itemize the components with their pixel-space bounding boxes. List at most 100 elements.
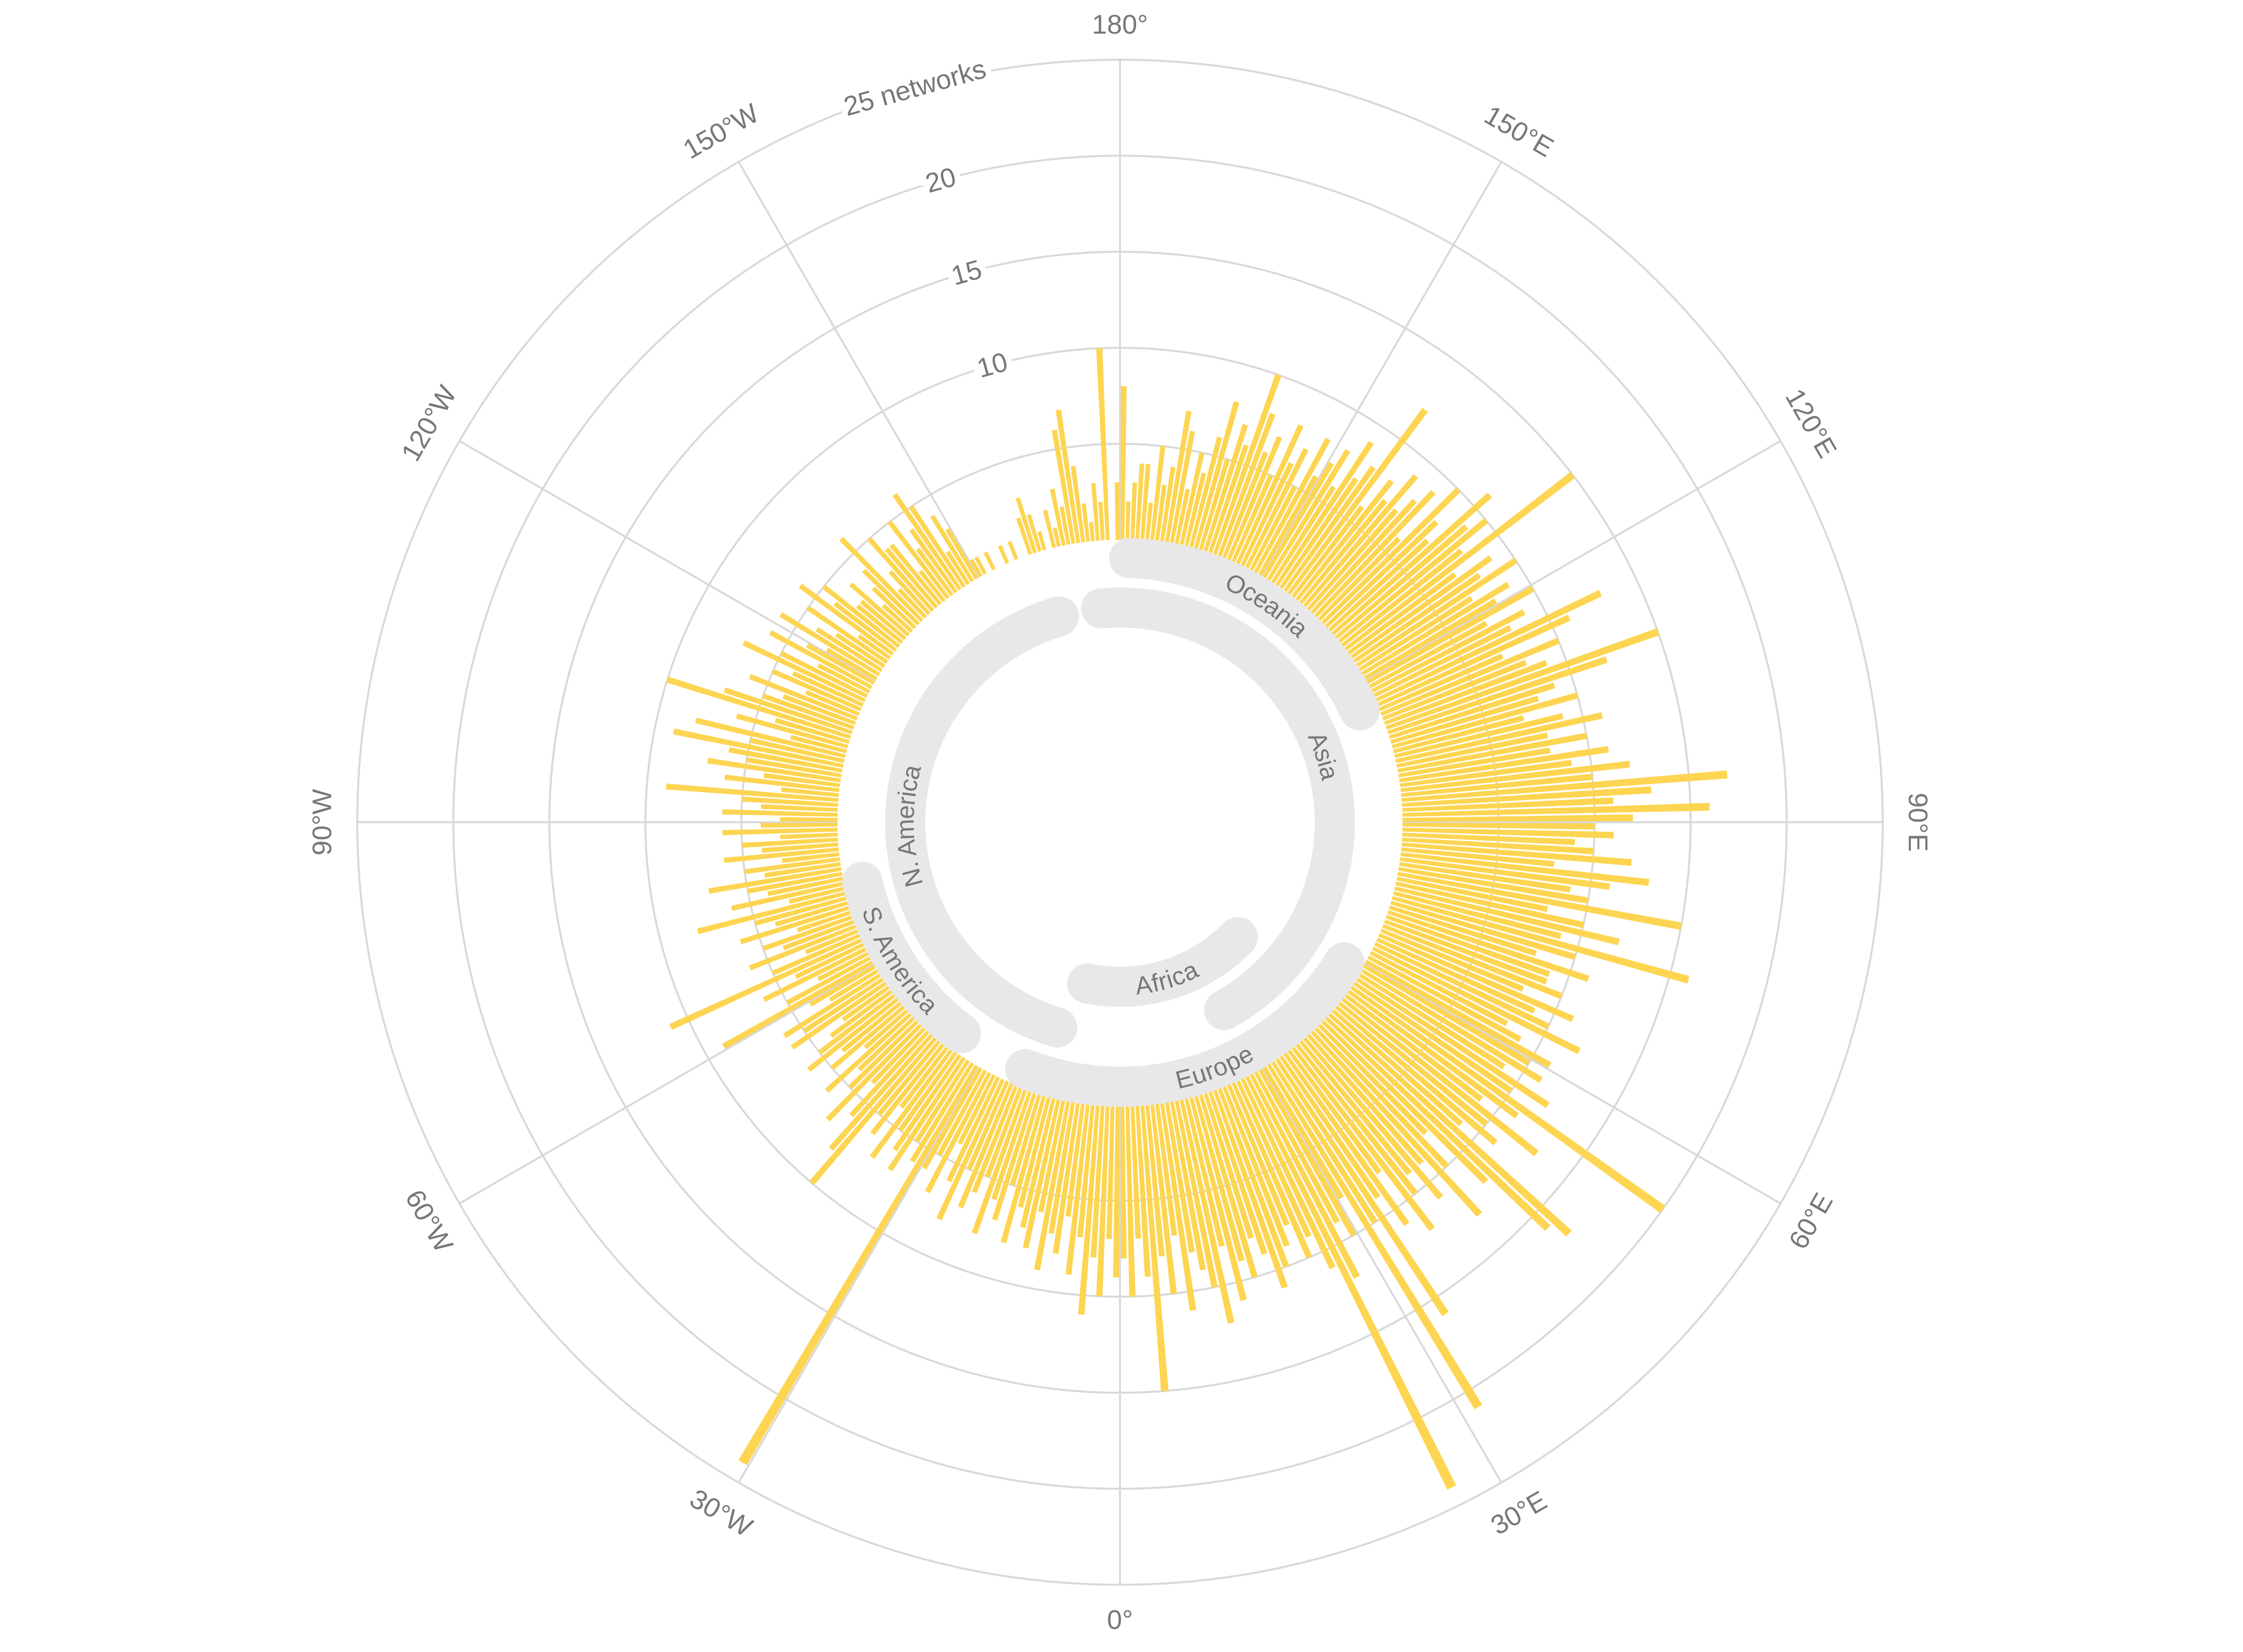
x-tick-label: 150°E [1479, 100, 1559, 163]
bar [1184, 1096, 1225, 1247]
bar [783, 972, 883, 1038]
bar [1290, 1045, 1435, 1232]
bar [830, 1004, 907, 1070]
bar [772, 933, 862, 976]
bar [1212, 374, 1282, 557]
bar [848, 1018, 920, 1090]
bar [892, 493, 962, 591]
bar [1235, 1078, 1312, 1238]
bar [997, 566, 1000, 568]
bar [1394, 886, 1620, 946]
bar [779, 612, 880, 677]
bar [1106, 1104, 1114, 1239]
bar [1400, 852, 1649, 886]
bar [1365, 959, 1552, 1069]
bar [930, 514, 974, 582]
bar [916, 547, 954, 596]
bar [1327, 1011, 1572, 1237]
x-tick-label: 60°E [1783, 1188, 1839, 1254]
bars [665, 348, 1728, 1490]
bar [1357, 972, 1506, 1070]
bar [749, 674, 858, 721]
bar [1343, 992, 1483, 1102]
bar [1393, 715, 1524, 754]
bar [1316, 1022, 1428, 1136]
bar [1401, 786, 1652, 807]
bar [1376, 938, 1536, 1014]
bar [825, 1022, 924, 1122]
bar [1401, 774, 1593, 797]
bar [1286, 408, 1428, 596]
bar [1240, 462, 1294, 568]
bar [1369, 609, 1525, 694]
bar [971, 1084, 1019, 1193]
bar [1402, 803, 1710, 817]
bar [1113, 1104, 1119, 1278]
bar [835, 633, 886, 668]
bar [1357, 595, 1473, 672]
bar [1126, 501, 1131, 540]
bar [1253, 437, 1331, 575]
bar [1302, 1035, 1444, 1200]
bar [1150, 445, 1166, 542]
bar [1130, 1104, 1141, 1239]
bar [1024, 555, 1028, 557]
bar [1198, 1092, 1258, 1278]
bar [722, 809, 838, 817]
bar [728, 747, 843, 773]
bar [1396, 876, 1548, 912]
bar [1114, 482, 1119, 540]
bar [937, 1069, 987, 1156]
bar [1081, 503, 1090, 542]
bar [780, 817, 838, 822]
bar [724, 847, 839, 863]
bar [858, 1015, 917, 1072]
bar [1077, 1103, 1095, 1238]
bar [1330, 1008, 1463, 1126]
bar [1343, 472, 1575, 652]
bar [1212, 1088, 1288, 1289]
bar [887, 520, 950, 599]
bar [724, 775, 840, 792]
bar [1001, 1094, 1047, 1244]
bar [984, 551, 996, 570]
bar [1309, 499, 1417, 616]
bar [1027, 514, 1042, 552]
bar [1174, 488, 1190, 546]
bar [966, 1080, 1009, 1170]
grid-spoke [459, 962, 876, 1205]
bar [1395, 712, 1603, 763]
bar [882, 604, 913, 633]
bar [1018, 1095, 1051, 1208]
bar [898, 1051, 958, 1132]
bar [1340, 996, 1539, 1156]
bar [1226, 436, 1283, 562]
bar [1367, 955, 1522, 1042]
bar [957, 1074, 996, 1145]
bar [1398, 867, 1589, 904]
bar [992, 1091, 1037, 1221]
bar [888, 570, 931, 616]
bar [825, 648, 878, 681]
bar [945, 528, 978, 580]
bar [1351, 572, 1481, 664]
bar [1240, 1076, 1336, 1270]
bar [1198, 459, 1230, 552]
bar [1203, 1091, 1254, 1239]
bar [825, 1011, 913, 1093]
bar [1349, 555, 1493, 660]
bar [1316, 536, 1401, 623]
bar [1278, 1054, 1380, 1199]
bar [1327, 538, 1430, 633]
bar [1298, 1039, 1412, 1176]
bar [767, 876, 844, 896]
bar [1189, 1095, 1247, 1301]
region-arc [1005, 942, 1364, 1107]
x-tick-label: 30°W [685, 1483, 758, 1543]
bar [1248, 1072, 1360, 1279]
bar [763, 773, 840, 788]
bar [1020, 1096, 1056, 1229]
bar [742, 796, 838, 807]
bar [1382, 924, 1563, 999]
